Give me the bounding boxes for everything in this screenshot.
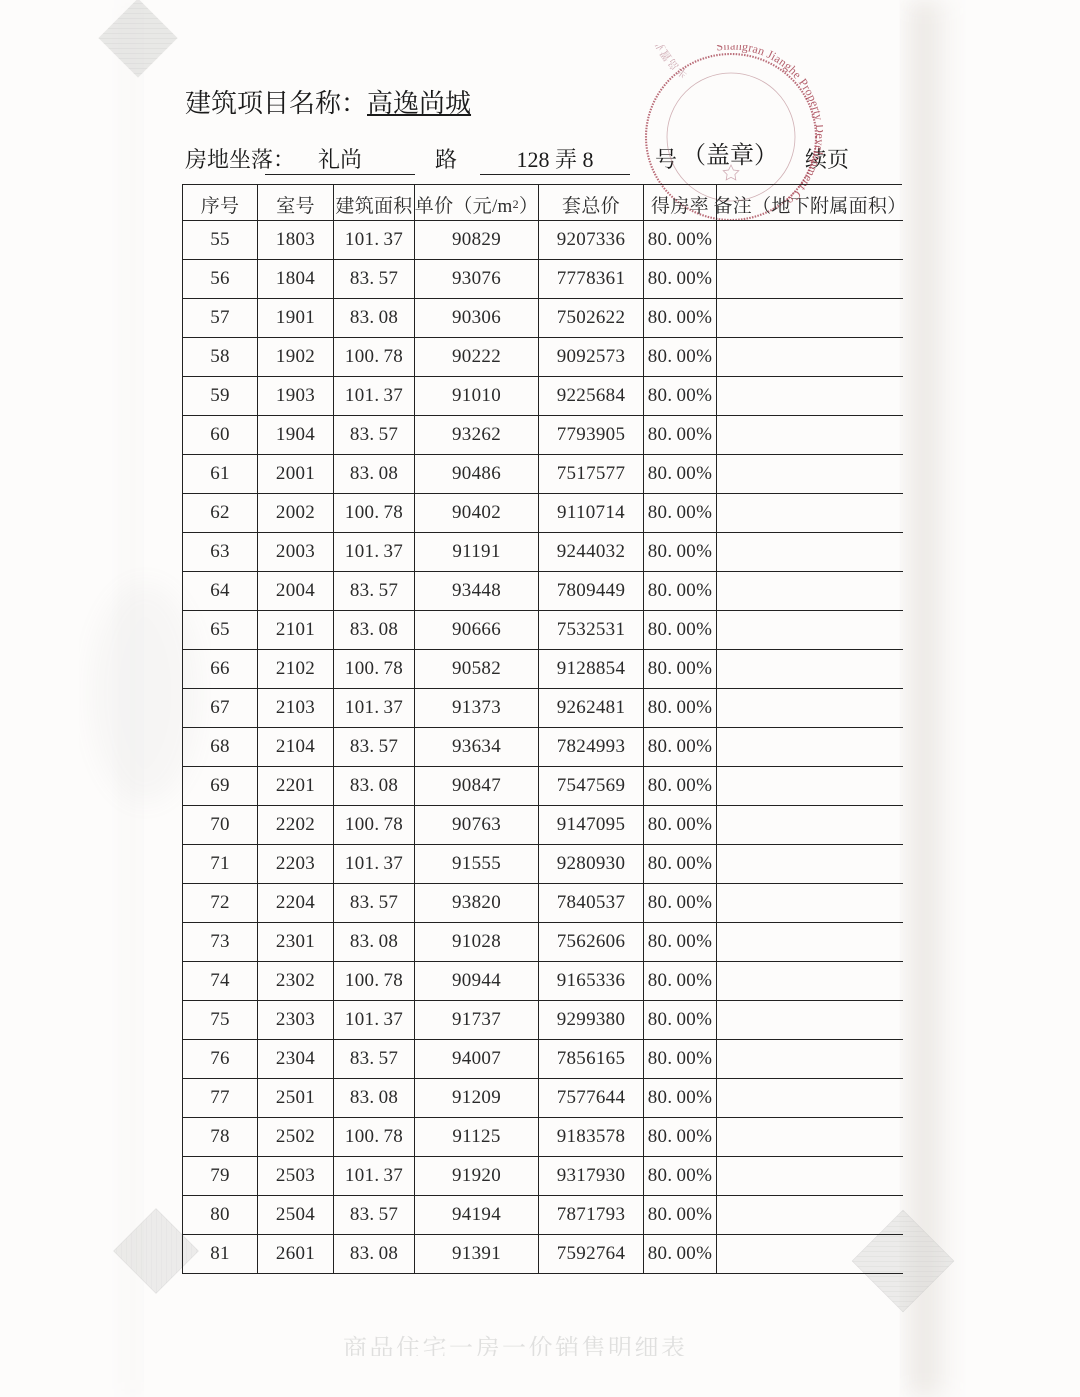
svg-text:半岛置业发展有限公司: 半岛置业发展有限公司 xyxy=(648,45,691,81)
